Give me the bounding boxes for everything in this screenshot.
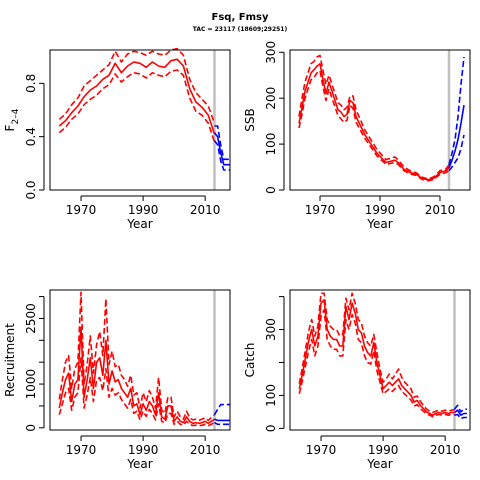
ssb-y-tick-label: 100 bbox=[264, 133, 278, 156]
recruitment-x-tick-label: 1990 bbox=[128, 443, 159, 457]
catch-y-tick-label: 0 bbox=[264, 425, 278, 433]
catch-x-axis-label: Year bbox=[366, 457, 392, 471]
f-projection-upper-line bbox=[214, 125, 230, 161]
f-y-axis-label-main: F bbox=[3, 124, 17, 131]
recruitment-plot-box bbox=[49, 289, 231, 431]
f-x-axis-label: Year bbox=[126, 217, 152, 231]
catch-panel: 1970 1990 2010 Year 0 100 300 Catch bbox=[243, 289, 471, 471]
ssb-y-tick-label: 200 bbox=[264, 87, 278, 110]
ssb-y-axis-label: SSB bbox=[243, 108, 257, 131]
ssb-y-tick-label: 0 bbox=[264, 186, 278, 194]
catch-y-tick-label: 100 bbox=[264, 384, 278, 407]
recruitment-panel: 1970 1990 2010 Year 0 1000 2500 Recruitment bbox=[3, 289, 231, 471]
f-y-tick-label: 0.4 bbox=[24, 127, 38, 146]
catch-x-tick-label: 1990 bbox=[368, 443, 399, 457]
catch-y-axis-label: Catch bbox=[243, 343, 257, 378]
f-plot-box bbox=[49, 49, 231, 191]
catch-historic-lower-line bbox=[298, 308, 455, 418]
ssb-x-tick-label: 1990 bbox=[365, 203, 396, 217]
ssb-historic-median-line bbox=[298, 62, 450, 181]
f-x-tick-label: 1970 bbox=[66, 203, 97, 217]
chart-panels: 1970 1990 2010 Year 0.0 0.4 0.8 F2–4 1970 1990 201… bbox=[3, 41, 471, 471]
recruitment-historic-lower-line bbox=[58, 356, 215, 427]
f-y-axis-label-subscript: 2–4 bbox=[11, 108, 21, 124]
f-y-tick-label: 0.8 bbox=[24, 74, 38, 93]
recruitment-y-tick-label: 0 bbox=[24, 424, 38, 432]
catch-historic-upper-line bbox=[298, 292, 455, 414]
recruitment-historic-median-line bbox=[58, 326, 215, 425]
ssb-x-tick-label: 2010 bbox=[425, 203, 456, 217]
recruitment-historic-upper-line bbox=[58, 291, 216, 422]
f-historic-lower-line bbox=[58, 69, 216, 143]
ssb-panel: 1970 1990 2010 Year 0 100 200 300 SSB bbox=[243, 41, 471, 231]
catch-projection-lower-line bbox=[454, 413, 467, 420]
catch-historic-median-line bbox=[298, 299, 455, 417]
f-historic-median-line bbox=[58, 58, 216, 135]
catch-x-tick-label: 1970 bbox=[306, 443, 337, 457]
recruitment-x-tick-label: 1970 bbox=[66, 443, 97, 457]
ssb-plot-box bbox=[289, 49, 471, 191]
f-projection-median-line bbox=[213, 132, 230, 166]
catch-plot-box bbox=[289, 289, 471, 431]
ssb-historic-upper-line bbox=[298, 54, 450, 180]
ssb-projection-upper-line bbox=[448, 56, 465, 166]
catch-y-tick-label: 300 bbox=[264, 318, 278, 341]
f-y-axis-label: F2–4 bbox=[3, 108, 21, 131]
ssb-x-axis-label: Year bbox=[366, 217, 392, 231]
recruitment-y-tick-label: 1000 bbox=[24, 369, 38, 400]
figure-title: Fsq, Fmsy bbox=[212, 12, 269, 23]
recruitment-x-axis-label: Year bbox=[126, 457, 152, 471]
recruitment-projection-lower-line bbox=[214, 421, 230, 426]
catch-projection-median-line bbox=[454, 409, 467, 417]
f-y-tick-label: 0.0 bbox=[24, 180, 38, 199]
ssb-projection-lower-line bbox=[448, 134, 465, 172]
recruitment-y-axis-label: Recruitment bbox=[3, 323, 17, 397]
figure-subtitle: TAC = 23117 (18609;29251) bbox=[193, 26, 288, 33]
ssb-projection-median-line bbox=[448, 104, 465, 169]
f-projection-lower-line bbox=[213, 140, 230, 171]
f-panel: 1970 1990 2010 Year 0.0 0.4 0.8 F2–4 bbox=[3, 47, 231, 231]
f-x-tick-label: 1990 bbox=[128, 203, 159, 217]
recruitment-projection-median-line bbox=[214, 418, 230, 422]
recruitment-projection-upper-line bbox=[213, 403, 230, 416]
ssb-x-tick-label: 1970 bbox=[305, 203, 336, 217]
f-historic-upper-line bbox=[58, 47, 216, 124]
ssb-y-tick-label: 300 bbox=[264, 41, 278, 64]
recruitment-y-tick-label: 2500 bbox=[24, 303, 38, 334]
catch-x-tick-label: 2010 bbox=[430, 443, 461, 457]
ssb-historic-lower-line bbox=[298, 69, 450, 182]
f-x-tick-label: 2010 bbox=[190, 203, 221, 217]
catch-projection-upper-line bbox=[453, 404, 467, 413]
recruitment-x-tick-label: 2010 bbox=[190, 443, 221, 457]
